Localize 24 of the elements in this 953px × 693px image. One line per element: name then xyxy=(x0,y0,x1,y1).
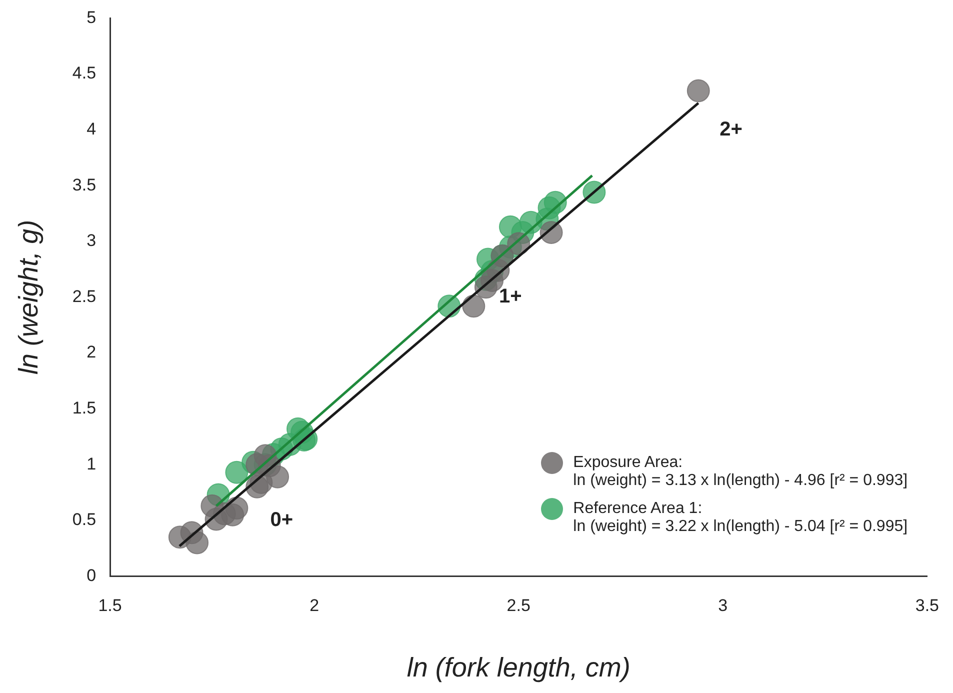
annotation: ln (weight) = 3.13 x ln(length) - 4.96 [r² = 0.993] xyxy=(573,472,908,490)
x-tick-label: 3.5 xyxy=(915,596,940,616)
annotation: 0+ xyxy=(270,508,294,531)
y-tick-label: 2 xyxy=(86,342,96,362)
y-tick-label: 2.5 xyxy=(72,286,96,306)
x-tick-label: 2 xyxy=(310,596,320,616)
legend-label: Reference Area 1: xyxy=(573,500,704,518)
x-tick-label: 2.5 xyxy=(506,596,530,616)
legend-label: Exposure Area: xyxy=(573,454,684,472)
y-tick-label: 1.5 xyxy=(72,398,96,418)
y-tick-label: 3.5 xyxy=(72,175,96,194)
x-tick-label: 3 xyxy=(718,596,728,616)
y-tick-label: 0 xyxy=(86,566,96,585)
y-tick-label: 3 xyxy=(86,231,96,250)
y-tick-label: 0.5 xyxy=(72,510,96,530)
x-axis-title: ln (fork length, cm) xyxy=(406,652,630,682)
y-tick-label: 1 xyxy=(86,454,96,474)
annotation: ln (weight) = 3.22 x ln(length) - 5.04 [r² = 0.995] xyxy=(573,518,908,536)
y-axis-title: ln (weight, g) xyxy=(14,220,44,374)
y-tick-label: 4 xyxy=(86,119,96,138)
annotation: 2+ xyxy=(720,118,742,140)
y-tick-label: 4.5 xyxy=(72,64,96,83)
annotation: 1+ xyxy=(499,286,522,308)
y-tick-label: 5 xyxy=(86,8,96,27)
